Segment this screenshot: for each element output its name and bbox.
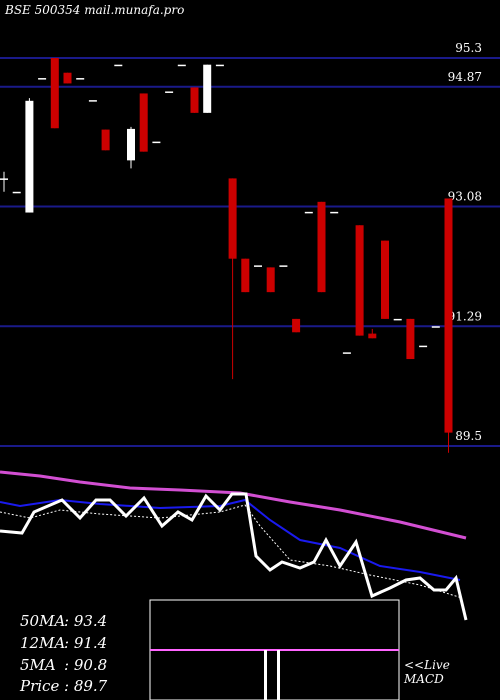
candle-body-32 [406, 318, 415, 360]
candle-body-6 [76, 78, 85, 80]
price-level-lines: 95.3 94.87 93.08 91.29 89.5 [0, 41, 500, 447]
candle-body-13 [165, 91, 174, 93]
candle-body-34 [431, 326, 440, 328]
candle-body-1 [12, 191, 21, 194]
candle-body-29 [368, 333, 377, 339]
level-label-2: 93.08 [448, 190, 482, 204]
candle-body-9 [114, 64, 123, 67]
ma5-line [0, 504, 463, 599]
ma5-readout: 5MA: 90.8 [20, 656, 108, 674]
ma50-label: 50MA [20, 612, 66, 630]
candle-body-8 [101, 129, 110, 151]
ma50-readout: 50MA: 93.4 [20, 612, 108, 630]
candle-body-10 [127, 128, 135, 161]
candle-body-2 [25, 100, 34, 213]
candle-body-31 [393, 318, 402, 321]
candle-body-12 [152, 141, 161, 144]
exchange-code: BSE 500354 [5, 3, 81, 17]
candle-body-24 [304, 211, 313, 214]
candle-body-11 [139, 93, 148, 152]
candle-body-3 [38, 78, 47, 80]
candle-body-22 [279, 265, 288, 267]
macd-label-line-1: <<Live [404, 658, 450, 672]
candle-body-30 [381, 240, 389, 319]
ma5-label: 5MA [20, 656, 56, 674]
candle-body-28 [355, 225, 364, 336]
ma12-readout: 12MA: 91.4 [20, 634, 108, 652]
candles [0, 58, 453, 453]
price-readout: Price: 89.7 [20, 677, 108, 695]
level-label-3: 91.29 [448, 309, 482, 323]
candle-body-20 [254, 265, 262, 267]
candle-body-27 [342, 352, 351, 354]
candle-body-33 [419, 345, 428, 348]
candle-body-4 [50, 58, 59, 129]
candle-body-21 [266, 267, 275, 293]
chart-header: BSE 500354 mail.munafa.pro [5, 3, 184, 17]
candle-body-7 [88, 100, 97, 102]
candle-body-35 [444, 198, 453, 433]
macd-bar-0 [264, 650, 267, 700]
level-label-4: 89.5 [455, 429, 482, 443]
candle-body-15 [190, 87, 199, 113]
macd-label-line-2: MACD [404, 672, 444, 686]
candle-body-23 [292, 318, 301, 333]
macd-label: <<Live MACD [404, 658, 450, 686]
price-value: 89.7 [73, 677, 108, 695]
ma50-line [0, 470, 467, 540]
level-label-0: 95.3 [455, 41, 482, 55]
indicator-panel [0, 470, 468, 621]
price-line [0, 492, 468, 621]
macd-panel [149, 599, 400, 700]
candle-body-0 [0, 178, 8, 180]
candle-body-14 [177, 64, 186, 67]
candle-body-17 [215, 64, 224, 67]
candle-body-16 [203, 64, 212, 113]
ma5-value: 90.8 [73, 656, 108, 674]
candle-body-18 [228, 178, 237, 259]
ma50-value: 93.4 [73, 612, 108, 630]
ma12-label: 12MA [20, 634, 66, 652]
macd-bar-1 [277, 650, 280, 700]
candle-body-26 [330, 211, 339, 214]
ma12-value: 91.4 [73, 634, 108, 652]
site-name: mail.munafa.pro [84, 3, 185, 17]
candle-body-19 [241, 258, 250, 293]
candle-body-5 [63, 72, 72, 84]
price-label: Price [20, 677, 60, 695]
level-label-1: 94.87 [448, 70, 482, 84]
candle-body-25 [317, 201, 326, 293]
